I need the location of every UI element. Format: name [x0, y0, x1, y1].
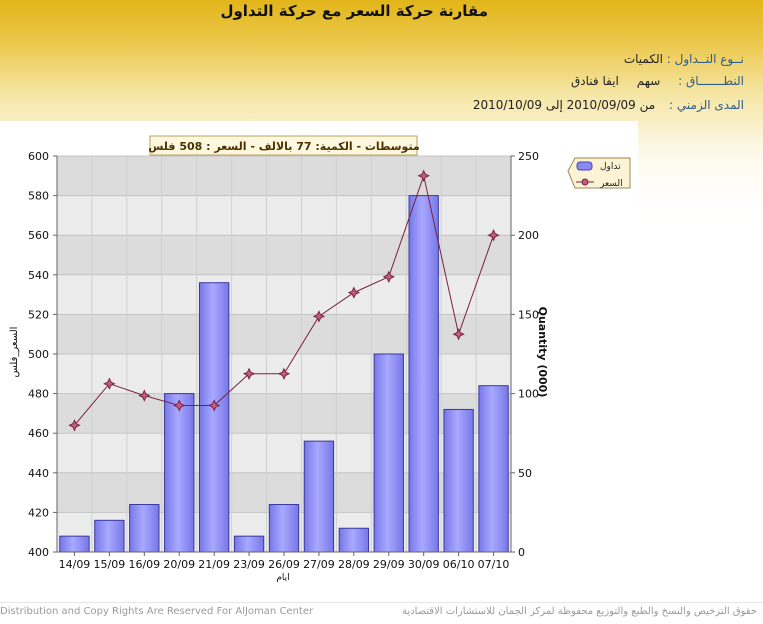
- page-title: مقارنة حركة السعر مع حركة التداول: [220, 2, 488, 20]
- x-tick-label: 20/09: [163, 558, 195, 571]
- right-tick-label: 50: [518, 467, 532, 480]
- price-point: [347, 286, 361, 299]
- left-tick-label: 440: [28, 467, 49, 480]
- price-point: [103, 377, 116, 390]
- scope-label: النطـــــــاق :: [678, 74, 744, 88]
- legend-marker-icon: [581, 178, 589, 186]
- left-tick-label: 520: [28, 308, 49, 321]
- plot-band: [57, 274, 511, 315]
- trade-type-label: نــوع التــداول :: [666, 52, 744, 66]
- x-tick-label: 06/10: [443, 558, 475, 571]
- legend: تداول السعر: [567, 157, 631, 189]
- trade-type-row: نــوع التــداول : الكميات: [624, 52, 744, 66]
- left-tick-label: 400: [28, 546, 49, 559]
- price-point: [68, 419, 81, 432]
- axes: 400 420 440 460 480 500 520 540 560 580 600 0 50 100 1…: [28, 150, 539, 571]
- plot-band: [57, 433, 511, 473]
- volume-bars: [59, 195, 509, 553]
- volume-bar: [94, 519, 125, 553]
- scope-value: ايفا فنادق: [570, 74, 619, 88]
- price-point: [452, 328, 465, 341]
- price-point: [242, 367, 256, 380]
- right-axis-label: Quantity (000): [536, 307, 549, 398]
- footer-divider: [0, 602, 763, 603]
- footer-copyright-ar: حقوق الترخيص والنسخ والطبع والتوزيع محفو…: [401, 606, 757, 617]
- x-tick-label: 16/09: [128, 558, 160, 571]
- volume-bar: [198, 282, 230, 553]
- volume-bar: [59, 535, 90, 553]
- volume-bar: [443, 408, 474, 553]
- right-tick-label: 0: [518, 546, 525, 559]
- plot-band: [57, 393, 511, 434]
- price-point: [417, 169, 430, 182]
- volume-bar: [164, 393, 195, 553]
- price-point: [487, 229, 500, 242]
- plot-band: [57, 156, 511, 196]
- left-tick-label: 480: [28, 388, 49, 401]
- x-tick-label: 28/09: [338, 558, 370, 571]
- price-point: [277, 367, 291, 380]
- volume-bar: [338, 527, 370, 553]
- chart-side-fade: [638, 121, 763, 221]
- x-tick-label: 21/09: [198, 558, 230, 571]
- trade-type-value: الكميات: [623, 52, 663, 66]
- left-tick-label: 560: [28, 229, 49, 242]
- x-tick-label: 30/09: [408, 558, 440, 571]
- left-tick-label: 420: [28, 506, 49, 519]
- left-tick-label: 460: [28, 427, 49, 440]
- date-range-row: المدى الزمني : من 2010/09/09 إلى 2010/10…: [473, 98, 744, 112]
- legend-bar-swatch: [576, 161, 593, 171]
- scope-row: النطـــــــاق : سهم ايفا فنادق: [571, 74, 744, 88]
- left-tick-label: 600: [28, 150, 49, 163]
- price-point: [138, 389, 151, 402]
- chart-title: متوسطات - الكمية: 77 بالالف - السعر : 50…: [148, 140, 420, 153]
- scope-kind: سهم: [636, 74, 661, 88]
- plot-band: [57, 195, 511, 236]
- date-range-label: المدى الزمني :: [669, 98, 744, 112]
- left-tick-label: 580: [28, 190, 49, 203]
- price-point: [312, 310, 326, 323]
- plot-band: [57, 314, 511, 354]
- price-line: [68, 169, 500, 432]
- volume-bar: [373, 353, 404, 553]
- x-tick-label: 14/09: [59, 558, 91, 571]
- volume-bar: [268, 503, 300, 553]
- price-point: [207, 399, 221, 412]
- chart-title-box: متوسطات - الكمية: 77 بالالف - السعر : 50…: [148, 135, 420, 156]
- x-axis-label: ايام: [276, 573, 289, 583]
- price-volume-chart: 400 420 440 460 480 500 520 540 560 580 600 0 50 100 1…: [9, 135, 631, 583]
- x-tick-label: 15/09: [94, 558, 126, 571]
- right-tick-label: 150: [518, 308, 539, 321]
- footer-copyright-en: Distribution and Copy Rights Are Reserve…: [0, 606, 314, 617]
- x-tick-label: 23/09: [233, 558, 265, 571]
- right-tick-label: 200: [518, 229, 539, 242]
- left-axis-label: السعر_فلس: [9, 327, 20, 378]
- volume-bar: [408, 195, 439, 553]
- volume-bar: [478, 385, 509, 553]
- volume-bar: [233, 535, 265, 553]
- right-tick-label: 250: [518, 150, 539, 163]
- x-tick-label: 07/10: [478, 558, 510, 571]
- legend-price-label: السعر: [599, 179, 623, 189]
- left-tick-label: 500: [28, 348, 49, 361]
- price-point: [173, 399, 186, 412]
- legend-volume-label: تداول: [600, 162, 621, 172]
- volume-bar: [303, 440, 335, 553]
- right-tick-label: 100: [518, 388, 539, 401]
- date-range-value: من 2010/09/09 إلى 2010/10/09: [472, 98, 656, 112]
- plot-band: [57, 235, 511, 275]
- volume-bar: [129, 503, 160, 553]
- x-tick-label: 29/09: [373, 558, 405, 571]
- x-tick-label: 27/09: [303, 558, 335, 571]
- price-point: [382, 270, 395, 283]
- left-tick-label: 540: [28, 269, 49, 282]
- x-tick-label: 26/09: [268, 558, 300, 571]
